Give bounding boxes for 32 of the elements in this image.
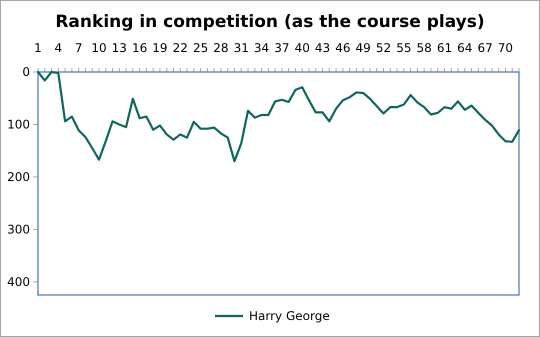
y-tick-label: 400 (7, 275, 30, 290)
x-tick-label: 52 (376, 41, 392, 55)
x-tick-label: 22 (172, 41, 188, 55)
line-series (36, 70, 520, 162)
x-tick-label: 34 (254, 41, 270, 55)
x-tick-label: 70 (498, 41, 514, 55)
x-tick-label: 1 (34, 41, 42, 55)
legend-label: Harry George (249, 309, 330, 324)
x-tick-label: 58 (416, 41, 432, 55)
x-tick-label: 64 (457, 41, 472, 55)
x-tick-label: 37 (274, 41, 290, 55)
y-tick-label: 0 (22, 65, 30, 80)
x-tick-label: 43 (314, 41, 330, 55)
x-tick-label: 40 (294, 41, 310, 55)
x-tick-label: 61 (436, 41, 452, 55)
x-tick-label: 67 (477, 41, 493, 55)
x-tick-label: 49 (356, 41, 371, 55)
x-tick-label: 13 (112, 41, 127, 55)
x-tick-label: 10 (91, 41, 107, 55)
y-tick-label: 100 (7, 118, 30, 132)
x-tick-label: 19 (152, 41, 168, 55)
y-tick-label: 300 (7, 222, 30, 237)
x-tick-label: 7 (74, 41, 82, 55)
x-tick-label: 28 (213, 41, 229, 55)
x-tick-label: 16 (132, 41, 148, 55)
x-tick-label: 55 (396, 41, 412, 55)
chart-title: Ranking in competition (as the course plays) (55, 12, 485, 32)
x-tick-label: 46 (335, 41, 350, 55)
x-tick-label: 25 (192, 41, 208, 55)
x-tick-label: 4 (54, 41, 62, 55)
y-tick-label: 200 (7, 170, 30, 184)
x-tick-label: 31 (234, 41, 249, 55)
